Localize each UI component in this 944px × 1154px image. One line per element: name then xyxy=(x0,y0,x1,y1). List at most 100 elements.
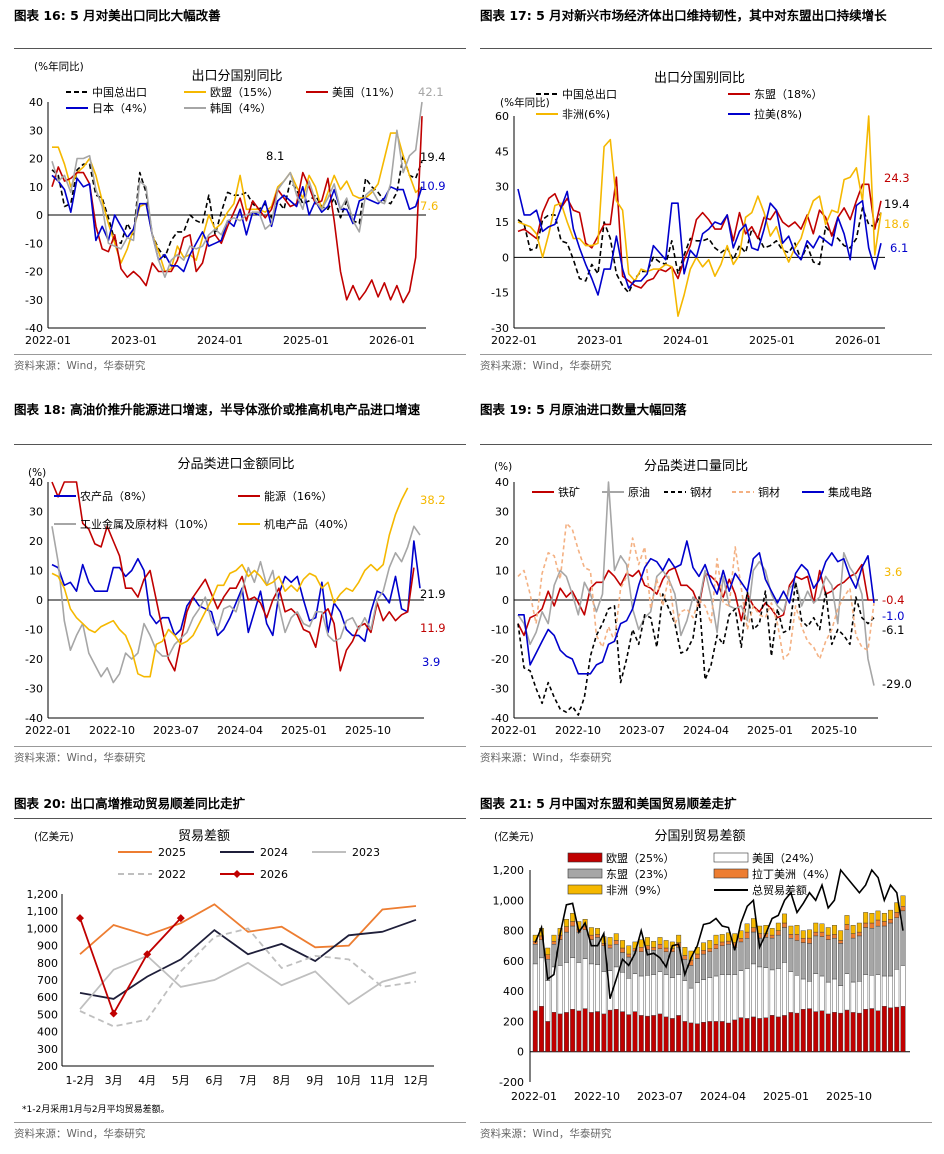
bar-segment-1 xyxy=(763,967,769,1018)
series-line-1 xyxy=(79,918,417,1000)
data-label: 18.6 xyxy=(884,217,910,231)
series-line-1 xyxy=(517,176,882,289)
bar-segment-3 xyxy=(807,937,812,944)
x-tick-label: 2026-01 xyxy=(369,334,415,347)
bar-segment-2 xyxy=(607,947,613,971)
bar-segment-4 xyxy=(744,923,750,933)
source-divider xyxy=(480,354,932,355)
x-tick-label: 2023-07 xyxy=(153,724,199,737)
bar-segment-0 xyxy=(807,1008,812,1053)
bar-segment-3 xyxy=(701,950,707,955)
bar-segment-0 xyxy=(545,1021,551,1052)
panel-figure-20: 图表 20: 出口高增推动贸易顺差同比走扩 贸易差额 (亿美元) 1,200 1,10… xyxy=(14,794,466,1150)
data-label: 19.4 xyxy=(884,197,910,211)
chart-title: 贸易差额 xyxy=(178,829,230,844)
legend-label: 工业金属及原材料（10%） xyxy=(80,517,214,531)
bar-segment-3 xyxy=(863,922,869,928)
bar-segment-4 xyxy=(751,918,756,928)
data-label: 24.3 xyxy=(884,171,910,185)
x-tick-label: 12月 xyxy=(404,1074,429,1087)
data-label: 42.1 xyxy=(418,85,444,99)
bar-segment-2 xyxy=(856,935,862,982)
bar-segment-0 xyxy=(607,1009,613,1052)
title-divider xyxy=(480,48,932,49)
bar-segment-2 xyxy=(782,927,787,963)
y-tick-label: -40 xyxy=(25,712,43,725)
bar-segment-3 xyxy=(775,930,781,936)
bar-segment-2 xyxy=(894,917,900,970)
bar-segment-4 xyxy=(794,925,800,935)
bar-segment-2 xyxy=(694,958,700,984)
data-label: 7.6 xyxy=(420,199,438,213)
bar-segment-4 xyxy=(563,918,569,927)
bar-segment-1 xyxy=(850,981,856,1013)
bar-segment-4 xyxy=(701,942,707,951)
bar-segment-0 xyxy=(582,1008,588,1053)
series-line-4 xyxy=(79,917,182,1016)
x-tick-label: 2025-10 xyxy=(811,724,857,737)
bar-segment-2 xyxy=(881,925,887,977)
data-label: 6.1 xyxy=(890,241,908,255)
bar-segment-2 xyxy=(775,934,781,969)
bar-segment-2 xyxy=(807,943,812,982)
y-tick-label: 30 xyxy=(495,181,509,194)
chart-title: 出口分国别同比 xyxy=(654,71,745,86)
y-tick-label: -30 xyxy=(25,683,43,696)
y-tick-label: 20 xyxy=(29,535,43,548)
legend-label: 总贸易差额 xyxy=(752,883,807,897)
bar-segment-3 xyxy=(881,921,887,927)
bar-segment-0 xyxy=(819,1010,825,1052)
bar-segment-3 xyxy=(850,933,856,939)
figure-18-title: 图表 18: 高油价推升能源进口增速，半导体涨价或推高机电产品进口增速 xyxy=(14,402,421,417)
bar-segment-4 xyxy=(676,934,682,943)
panel-figure-18: 图表 18: 高油价推升能源进口增速，半导体涨价或推高机电产品进口增速 分品类进… xyxy=(14,400,466,770)
source-divider xyxy=(480,746,932,747)
y-tick-label: -200 xyxy=(499,1076,524,1089)
bar-segment-3 xyxy=(551,940,557,945)
data-point-marker xyxy=(143,950,152,959)
bar-segment-2 xyxy=(669,951,675,978)
figure-20-title: 图表 20: 出口高增推动贸易顺差同比走扩 xyxy=(14,796,246,811)
x-tick-label: 2023-07 xyxy=(619,724,665,737)
bar-segment-3 xyxy=(794,934,800,941)
bar-segment-0 xyxy=(682,1021,688,1052)
chart-figure-20: 贸易差额 (亿美元) 1,200 1,100 1,000 900 800 700 600 500 4… xyxy=(22,829,434,1115)
bar-segment-2 xyxy=(751,931,756,965)
x-tick-label: 2024-04 xyxy=(683,724,729,737)
bar-segment-2 xyxy=(688,965,694,989)
bar-segment-0 xyxy=(595,1011,601,1052)
data-label: 3.9 xyxy=(422,655,440,669)
legend-label: 2025 xyxy=(158,846,186,859)
bar-segment-0 xyxy=(644,1015,650,1052)
y-tick-label: 1,000 xyxy=(493,894,525,907)
bar-segment-4 xyxy=(813,922,819,933)
bar-segment-2 xyxy=(769,937,775,971)
bar-segment-0 xyxy=(557,1013,563,1052)
figure-19-title: 图表 19: 5 月原油进口数量大幅回落 xyxy=(480,402,687,417)
bar-segment-1 xyxy=(794,974,800,1014)
bar-segment-4 xyxy=(682,946,688,956)
bar-segment-1 xyxy=(738,970,744,1018)
bar-segment-3 xyxy=(563,926,569,933)
x-tick-label: 2022-01 xyxy=(25,724,71,737)
bar-segment-0 xyxy=(869,1008,875,1053)
legend-label: 日本（4%） xyxy=(92,101,153,115)
panel-figure-21: 图表 21: 5 月中国对东盟和美国贸易顺差走扩 分国别贸易差额 (亿美元) 1,2… xyxy=(480,794,932,1150)
bar-segment-0 xyxy=(601,1013,607,1052)
bar-segment-1 xyxy=(782,962,787,1016)
bar-segment-0 xyxy=(713,1021,719,1052)
x-tick-label: 2024-04 xyxy=(700,1090,746,1103)
x-tick-label: 2022-10 xyxy=(89,724,135,737)
y-tick-label: 0 xyxy=(36,209,43,222)
bar-segment-2 xyxy=(844,929,850,974)
legend-marker xyxy=(233,870,241,878)
y-tick-label: 300 xyxy=(37,1043,58,1056)
bar-segment-0 xyxy=(813,1011,819,1052)
bar-segment-0 xyxy=(694,1023,700,1052)
data-label: 8.1 xyxy=(266,149,284,163)
bar-segment-1 xyxy=(545,980,551,1022)
bar-segment-0 xyxy=(539,1006,544,1052)
bar-segment-2 xyxy=(638,951,644,977)
bar-segment-4 xyxy=(856,922,862,933)
